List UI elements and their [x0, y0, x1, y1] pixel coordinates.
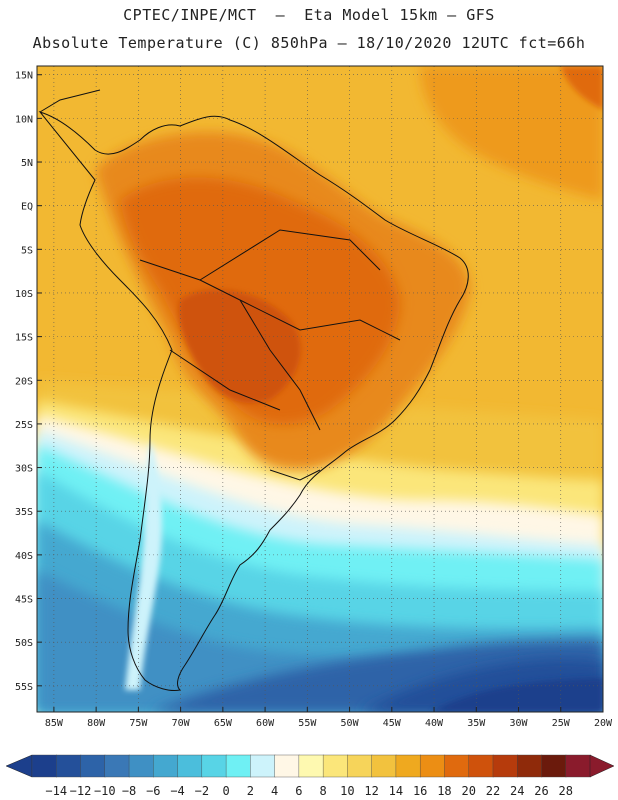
- lat-label: 35S: [15, 507, 33, 518]
- colorbar-swatch: [80, 754, 106, 778]
- colorbar-swatch: [31, 754, 57, 778]
- lon-label: 45W: [383, 718, 402, 729]
- colorbar-swatch: [104, 754, 130, 778]
- lat-label: 10N: [15, 114, 33, 125]
- colorbar-swatch: [347, 754, 373, 778]
- colorbar-swatch: [565, 754, 591, 778]
- lon-label: 25W: [552, 718, 571, 729]
- colorbar-label: 10: [340, 784, 354, 798]
- lon-label: 85W: [45, 718, 64, 729]
- colorbar-label: 6: [295, 784, 302, 798]
- colorbar-swatch: [225, 754, 252, 778]
- latitude-labels: 15N 10N 5N EQ 5S 10S 15S 20S 25S 30S 35S 40S 45S 50S 5…: [15, 71, 42, 693]
- colorbar-swatch: [177, 754, 203, 778]
- lon-label: 65W: [214, 718, 233, 729]
- colorbar-label: 26: [534, 784, 548, 798]
- colorbar-swatch: [419, 754, 446, 778]
- colorbar-swatch: [371, 754, 397, 778]
- lon-label: 20W: [594, 718, 613, 729]
- colorbar-swatch: [322, 754, 349, 778]
- lon-label: 40W: [425, 718, 444, 729]
- lat-label: 25S: [15, 420, 33, 431]
- colorbar-label: −2: [195, 784, 209, 798]
- colorbar-swatch: [298, 754, 324, 778]
- colorbar-swatch: [153, 754, 179, 778]
- lon-label: 50W: [341, 718, 360, 729]
- colorbar-min-arrow: [5, 754, 33, 778]
- lon-label: 70W: [172, 718, 191, 729]
- colorbar-swatch: [201, 754, 227, 778]
- lat-label: 20S: [15, 376, 33, 387]
- colorbar-swatch: [444, 754, 470, 778]
- lat-label: 10S: [15, 289, 33, 300]
- lon-label: 35W: [467, 718, 486, 729]
- colorbar-label: −8: [122, 784, 136, 798]
- lat-label: 45S: [15, 595, 33, 606]
- map-frame: [36, 65, 604, 713]
- lon-label: 30W: [509, 718, 528, 729]
- lat-label: 30S: [15, 464, 33, 475]
- lon-label: 75W: [129, 718, 148, 729]
- chart-title-line1: CPTEC/INPE/MCT – Eta Model 15km – GFS: [123, 6, 495, 24]
- colorbar-swatch: [128, 754, 155, 778]
- lat-label: 50S: [15, 638, 33, 649]
- colorbar-label: 24: [510, 784, 524, 798]
- colorbar-label: 16: [413, 784, 427, 798]
- colorbar-label: −14: [45, 784, 67, 798]
- colorbar-swatch: [541, 754, 567, 778]
- colorbar-swatch: [56, 754, 82, 778]
- colorbar-label: −6: [146, 784, 160, 798]
- colorbar-label: 12: [364, 784, 378, 798]
- lat-label: EQ: [21, 202, 33, 213]
- lon-label: 55W: [298, 718, 317, 729]
- lat-label: 40S: [15, 551, 33, 562]
- longitude-labels: 85W 80W 75W 70W 65W 60W 55W 50W 45W 40W 35W 30W 25W 2…: [45, 707, 613, 729]
- lon-label: 80W: [87, 718, 106, 729]
- lat-label: 5S: [21, 245, 33, 256]
- colorbar-swatch: [468, 754, 494, 778]
- lat-label: 15S: [15, 333, 33, 344]
- colorbar-swatch: [492, 754, 518, 778]
- lat-label: 55S: [15, 682, 33, 693]
- colorbar-label: −10: [94, 784, 116, 798]
- colorbar-swatch: [395, 754, 421, 778]
- lat-label: 5N: [21, 158, 33, 169]
- colorbar-label: −4: [170, 784, 184, 798]
- colorbar-swatch: [250, 754, 276, 778]
- coastlines: [38, 89, 469, 691]
- colorbar-swatch: [274, 754, 300, 778]
- colorbar-swatch: [517, 754, 543, 778]
- colorbar-label: 14: [389, 784, 403, 798]
- colorbar: [5, 754, 615, 778]
- chart-title-line2: Absolute Temperature (C) 850hPa – 18/10/…: [32, 34, 586, 52]
- colorbar-label: 2: [247, 784, 254, 798]
- colorbar-labels: −14 −12 −10 −8 −6 −4 −2 0 2 4 6 8 10 12 14 16 18 20 22 24 26…: [45, 784, 573, 798]
- colorbar-label: 20: [461, 784, 475, 798]
- colorbar-max-arrow: [589, 754, 615, 778]
- colorbar-label: 28: [559, 784, 573, 798]
- colorbar-label: 22: [486, 784, 500, 798]
- colorbar-label: 8: [320, 784, 327, 798]
- colorbar-label: −12: [70, 784, 92, 798]
- lat-label: 15N: [15, 71, 33, 82]
- colorbar-label: 4: [271, 784, 278, 798]
- colorbar-label: 0: [222, 784, 229, 798]
- lon-label: 60W: [256, 718, 275, 729]
- colorbar-label: 18: [437, 784, 451, 798]
- temperature-field: [37, 66, 603, 712]
